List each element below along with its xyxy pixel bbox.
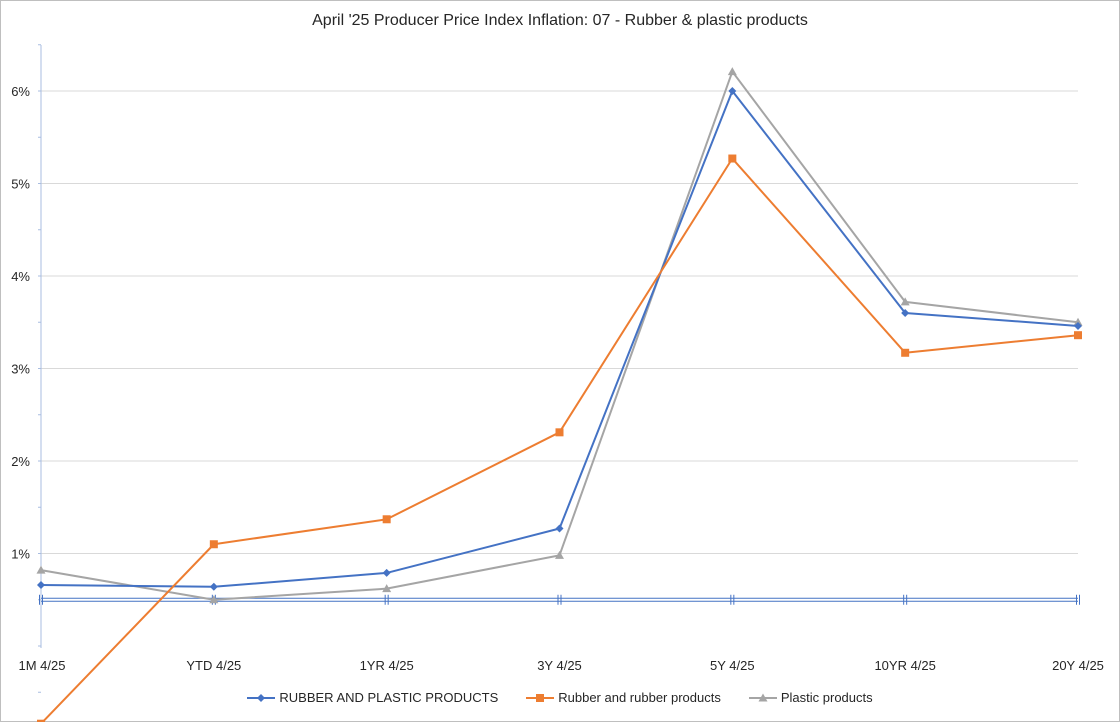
data-point bbox=[37, 580, 45, 589]
data-point bbox=[555, 550, 564, 559]
data-point bbox=[1074, 331, 1082, 340]
y-tick-label: 6% bbox=[11, 84, 30, 99]
chart-title: April '25 Producer Price Index Inflation… bbox=[312, 12, 808, 29]
y-tick-label: 1% bbox=[11, 547, 30, 562]
x-tick-label: 1YR 4/25 bbox=[360, 658, 414, 673]
data-point bbox=[901, 348, 910, 357]
series-line bbox=[40, 90, 1079, 588]
data-point bbox=[555, 428, 564, 437]
data-point bbox=[1074, 321, 1082, 330]
y-tick-label: 5% bbox=[11, 177, 30, 192]
data-point bbox=[36, 565, 46, 574]
legend-swatch bbox=[526, 693, 555, 702]
chart-legend: RUBBER AND PLASTIC PRODUCTS Rubber and ru… bbox=[0, 690, 1120, 705]
x-tick-label: 3Y 4/25 bbox=[537, 658, 582, 673]
y-tick-label: 3% bbox=[11, 362, 30, 377]
x-tick-label: 10YR 4/25 bbox=[874, 658, 935, 673]
y-tick-label: 4% bbox=[11, 269, 30, 284]
data-point bbox=[382, 568, 391, 577]
data-point bbox=[900, 297, 910, 306]
data-point bbox=[901, 309, 910, 317]
x-tick-label: 20Y 4/25 bbox=[1052, 658, 1104, 673]
legend-swatch bbox=[247, 693, 276, 702]
x-tick-label: YTD 4/25 bbox=[186, 658, 241, 673]
legend-label: Rubber and rubber products bbox=[558, 690, 721, 705]
legend-item: RUBBER AND PLASTIC PRODUCTS bbox=[247, 690, 498, 705]
data-point bbox=[1073, 317, 1083, 326]
legend-swatch bbox=[748, 693, 777, 701]
data-point bbox=[555, 524, 564, 533]
data-point bbox=[728, 154, 737, 163]
data-point bbox=[209, 540, 218, 549]
x-tick-label: 5Y 4/25 bbox=[710, 658, 755, 673]
series-line bbox=[40, 70, 1079, 601]
data-point bbox=[727, 67, 737, 76]
series-line bbox=[41, 157, 1079, 722]
legend-item: Rubber and rubber products bbox=[526, 690, 721, 705]
legend-label: RUBBER AND PLASTIC PRODUCTS bbox=[279, 690, 499, 705]
legend-item: Plastic products bbox=[748, 690, 873, 705]
data-point bbox=[382, 515, 391, 524]
y-tick-label: 2% bbox=[11, 454, 30, 469]
data-point bbox=[209, 595, 219, 604]
data-point bbox=[37, 719, 45, 722]
data-point bbox=[209, 582, 218, 591]
data-point bbox=[382, 584, 392, 593]
data-point bbox=[728, 87, 737, 95]
legend-label: Plastic products bbox=[780, 690, 873, 705]
x-tick-label: 1M 4/25 bbox=[19, 658, 66, 673]
